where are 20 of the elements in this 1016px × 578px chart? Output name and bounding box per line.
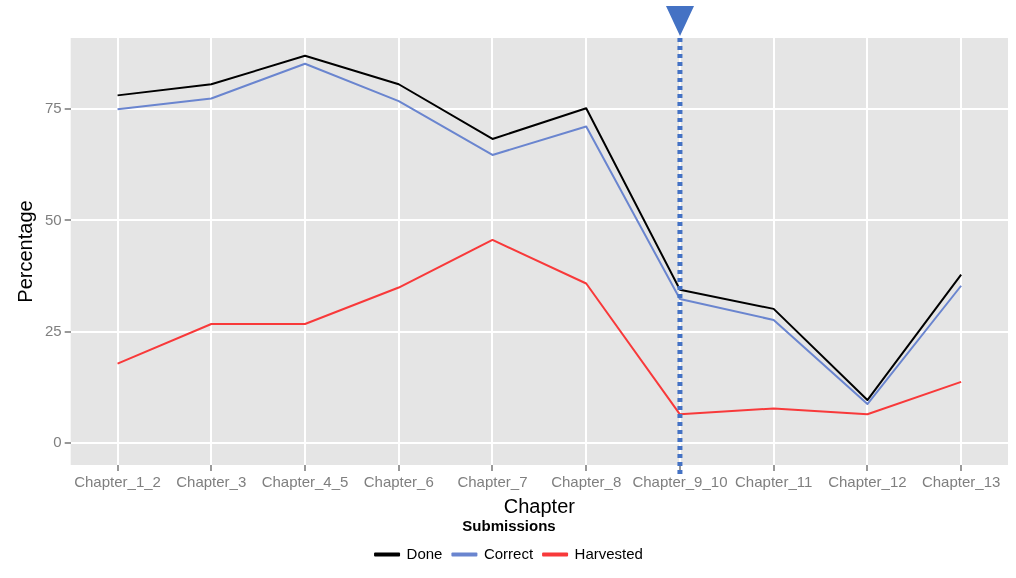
legend-label: Harvested bbox=[574, 544, 643, 562]
y-tick-label: 0 bbox=[53, 432, 62, 450]
x-tick-label: Chapter_13 bbox=[921, 473, 1001, 491]
x-tick-label: Chapter_7 bbox=[457, 473, 528, 491]
legend-label: Correct bbox=[483, 544, 534, 562]
x-axis-title: Chapter bbox=[503, 494, 576, 517]
legend-label: Done bbox=[406, 544, 443, 562]
x-tick-label: Chapter_9_10 bbox=[632, 473, 728, 491]
y-tick-label: 50 bbox=[45, 210, 62, 228]
x-tick-label: Chapter_6 bbox=[363, 473, 434, 491]
y-tick-label: 25 bbox=[45, 321, 62, 339]
x-tick-label: Chapter_1_2 bbox=[74, 473, 161, 491]
y-tick-label: 75 bbox=[45, 99, 62, 117]
legend-title: Submissions bbox=[462, 516, 556, 534]
x-tick-label: Chapter_8 bbox=[551, 473, 622, 491]
x-tick-label: Chapter_4_5 bbox=[261, 473, 349, 491]
x-tick-label: Chapter_11 bbox=[735, 473, 813, 491]
y-axis-title: Percentage bbox=[13, 200, 36, 303]
x-tick-label: Chapter_3 bbox=[176, 473, 247, 491]
x-tick-label: Chapter_12 bbox=[828, 473, 907, 491]
